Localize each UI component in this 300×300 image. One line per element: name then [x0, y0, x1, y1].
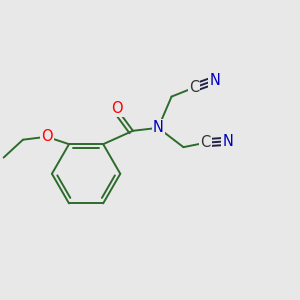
Text: C: C — [189, 80, 199, 95]
Text: C: C — [201, 135, 211, 150]
Text: O: O — [41, 129, 52, 144]
Text: O: O — [111, 101, 122, 116]
Text: N: N — [223, 134, 233, 149]
Text: N: N — [209, 73, 220, 88]
Text: N: N — [153, 120, 164, 135]
